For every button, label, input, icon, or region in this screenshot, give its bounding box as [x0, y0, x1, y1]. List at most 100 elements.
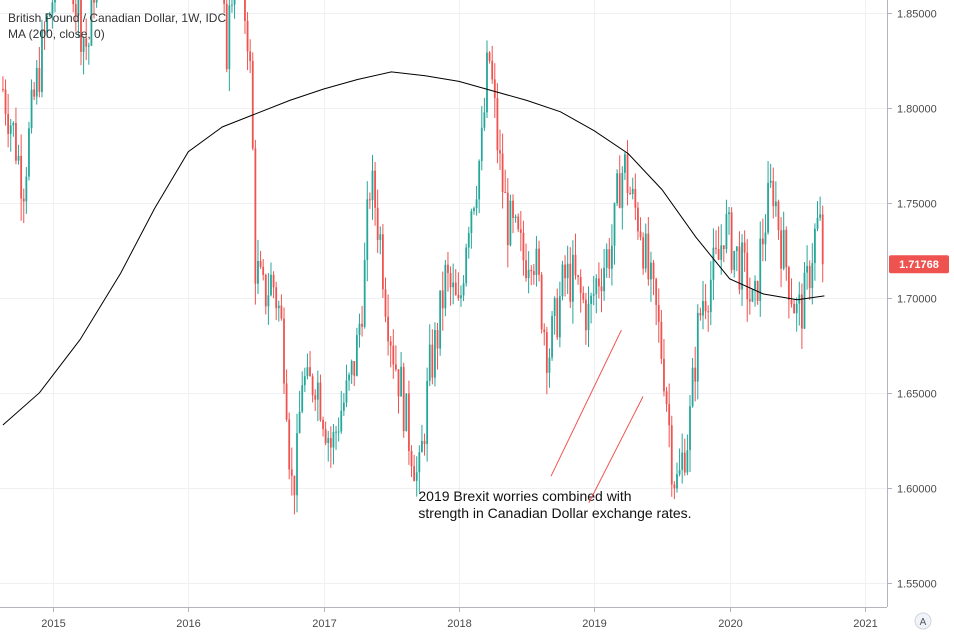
candle-body	[811, 263, 814, 289]
candle-body	[577, 275, 579, 277]
candle-body	[460, 295, 462, 299]
candle-body	[46, 16, 49, 33]
candle-body	[306, 367, 309, 377]
candle-body	[608, 249, 611, 269]
candle-body	[480, 127, 483, 162]
candle-body	[4, 89, 7, 115]
candle-body	[696, 312, 699, 382]
candle-body	[735, 246, 738, 252]
candle-body	[296, 433, 298, 496]
candle-body	[584, 299, 587, 331]
candle-body	[582, 293, 585, 300]
candle-body	[600, 286, 603, 292]
candle-body	[676, 474, 678, 489]
candle-body	[290, 469, 293, 476]
candle-body	[728, 212, 730, 215]
candle-body	[509, 200, 512, 246]
auto-scale-button-label[interactable]: A	[920, 617, 927, 628]
candle-body	[673, 484, 676, 489]
candle-body	[72, 0, 75, 5]
candle-body	[639, 231, 642, 238]
candle-body	[405, 393, 408, 432]
candle-body	[618, 173, 621, 208]
candle-body	[637, 207, 639, 232]
x-tick-label: 2016	[176, 618, 200, 630]
candle-body	[415, 472, 418, 481]
candle-body	[423, 440, 426, 445]
candle-body	[483, 112, 486, 128]
last-price-tag-background	[889, 255, 949, 274]
candle-body	[259, 260, 262, 267]
candle-body	[12, 122, 15, 126]
candle-body	[564, 264, 566, 279]
candle-body	[25, 176, 28, 202]
candle-body	[462, 283, 465, 296]
gridlines	[0, 0, 887, 607]
candle-body	[233, 0, 236, 5]
price-axis[interactable]: 2.150002.100002.050002.000001.950001.900…	[887, 0, 937, 591]
candle-body	[244, 0, 246, 22]
candle-body	[228, 5, 231, 70]
candle-body	[447, 264, 449, 274]
candle-body	[293, 475, 296, 496]
candle-body	[517, 216, 520, 230]
candle-body	[746, 252, 749, 300]
candle-body	[35, 68, 38, 97]
auto-scale-button-circle[interactable]	[914, 612, 932, 630]
candle-body	[387, 316, 389, 342]
auto-scale-button[interactable]: A	[914, 612, 932, 630]
candle-body	[738, 246, 741, 290]
candle-body	[285, 383, 288, 420]
candle-body	[795, 303, 798, 314]
candle-body	[470, 211, 473, 234]
time-axis[interactable]: 2015 2016 2017 2018 2019 2020 2021	[41, 607, 878, 630]
candle-body	[439, 290, 442, 349]
candle-body	[335, 431, 337, 433]
candle-body	[28, 128, 30, 177]
chart-title: British Pound / Canadian Dollar, 1W, IDC	[8, 11, 226, 25]
candle-body	[782, 229, 785, 269]
candle-body	[816, 217, 819, 229]
y-tick-label: 1.80000	[897, 104, 937, 116]
candlestick-series	[2, 0, 824, 515]
candle-body	[803, 272, 806, 329]
candle-body	[54, 0, 56, 3]
candle-body	[785, 229, 788, 268]
candle-body	[519, 229, 522, 233]
candle-body	[634, 188, 637, 208]
candle-body	[277, 305, 280, 309]
candle-body	[267, 295, 270, 307]
candle-body	[7, 114, 10, 134]
candle-body	[392, 345, 395, 365]
candle-body	[613, 203, 616, 246]
candle-body	[30, 89, 33, 129]
candle-body	[686, 450, 689, 473]
candle-body	[504, 191, 507, 193]
candle-body	[715, 247, 717, 249]
candle-body	[764, 232, 767, 245]
candle-body	[595, 278, 598, 295]
candle-body	[257, 260, 259, 284]
candle-body	[488, 52, 491, 61]
candle-body	[691, 367, 694, 407]
candle-body	[694, 367, 697, 382]
candle-body	[621, 172, 624, 208]
candle-body	[371, 170, 374, 201]
candle-body	[486, 52, 488, 113]
annotation-text: 2019 Brexit worries combined with	[418, 488, 631, 504]
candle-body	[525, 260, 527, 279]
candle-body	[441, 290, 444, 309]
candle-body	[311, 376, 314, 396]
candle-body	[361, 323, 363, 327]
candle-body	[642, 237, 645, 269]
candle-body	[444, 264, 447, 309]
candle-body	[769, 180, 772, 183]
candle-body	[644, 233, 647, 269]
candle-body	[249, 51, 252, 62]
candle-body	[780, 230, 782, 269]
candle-body	[652, 262, 655, 279]
indicator-legend: MA (200, close, 0)	[8, 27, 105, 41]
candle-body	[395, 364, 397, 370]
candle-body	[345, 380, 348, 403]
